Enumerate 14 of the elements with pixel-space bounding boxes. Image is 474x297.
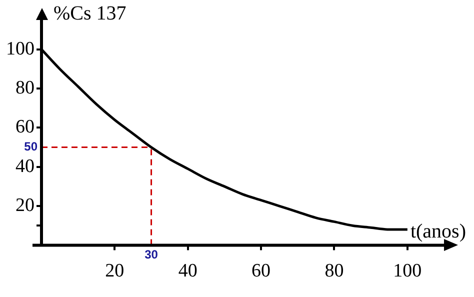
y-tick-label: 100 (6, 38, 34, 60)
ref-line-label: 30 (144, 248, 158, 262)
y-tick-label: 80 (16, 78, 34, 99)
ref-line-label: 50 (24, 140, 38, 154)
x-axis-title: t(anos) (410, 220, 466, 242)
y-axis-title: %Cs 137 (54, 2, 126, 24)
x-tick-label: 80 (324, 260, 344, 282)
x-tick-label: 60 (252, 260, 271, 282)
y-tick-label: 60 (16, 116, 34, 138)
x-tick-label: 100 (393, 260, 422, 282)
x-tick-label: 40 (178, 260, 198, 282)
y-tick-label: 20 (16, 195, 34, 216)
x-tick-label: 20 (105, 260, 124, 282)
y-tick-label: 40 (16, 156, 34, 177)
